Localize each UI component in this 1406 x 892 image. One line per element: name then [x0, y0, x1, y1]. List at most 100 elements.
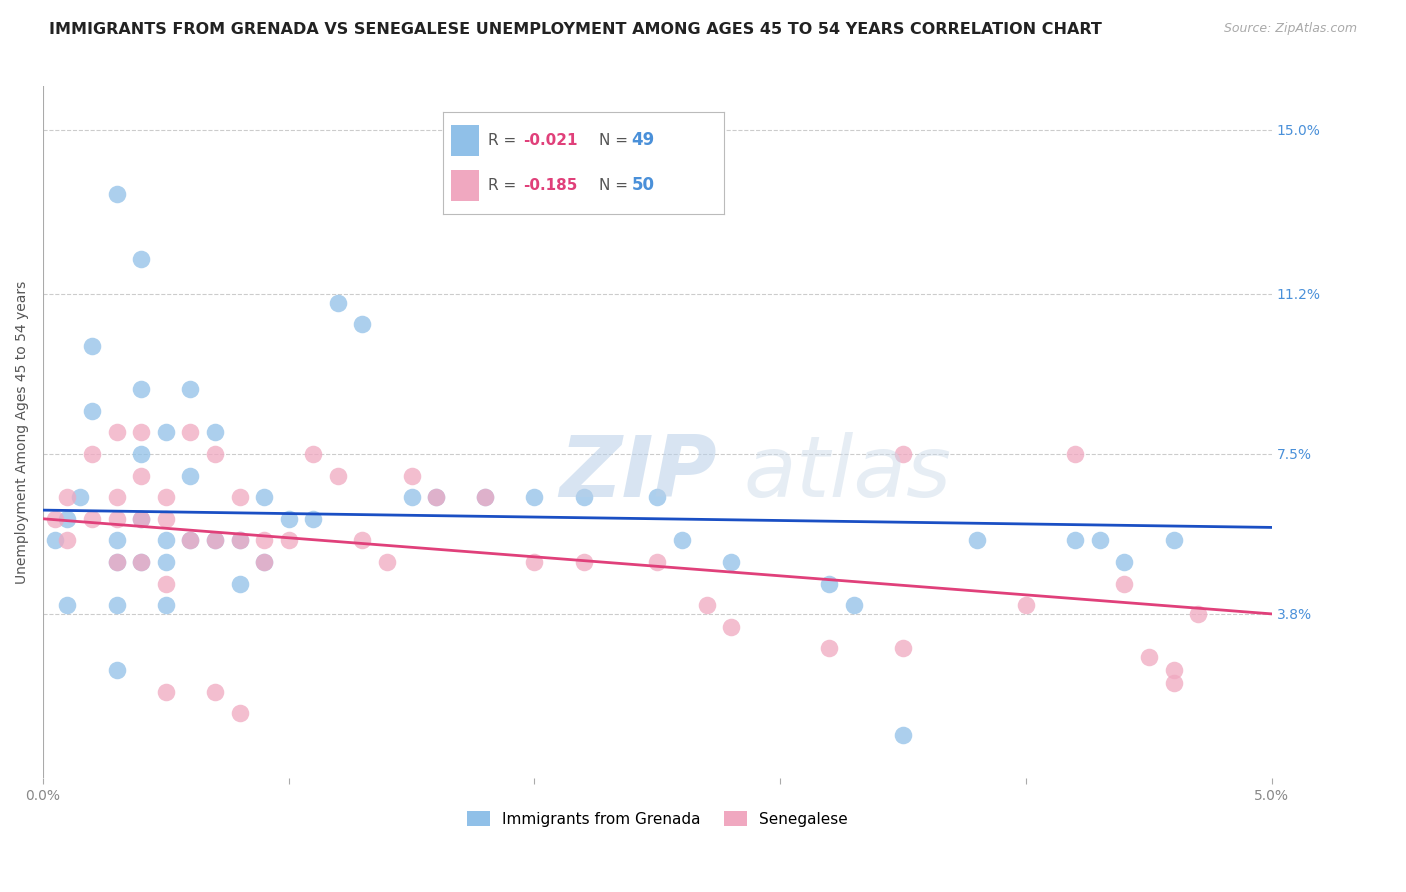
Point — [720, 555, 742, 569]
Y-axis label: Unemployment Among Ages 45 to 54 years: Unemployment Among Ages 45 to 54 years — [15, 281, 30, 584]
Point — [105, 663, 128, 677]
Point — [1187, 607, 1209, 621]
Point — [1114, 576, 1136, 591]
Point — [401, 490, 423, 504]
Point — [179, 533, 201, 548]
Point — [572, 490, 595, 504]
Point — [155, 576, 177, 591]
Point — [56, 533, 79, 548]
Legend: Immigrants from Grenada, Senegalese: Immigrants from Grenada, Senegalese — [461, 805, 853, 833]
Point — [352, 317, 374, 331]
Point — [523, 490, 546, 504]
Point — [204, 684, 226, 698]
Text: ZIP: ZIP — [560, 433, 717, 516]
Point — [179, 533, 201, 548]
Point — [155, 490, 177, 504]
Point — [891, 641, 914, 656]
Point — [44, 512, 66, 526]
Point — [818, 576, 841, 591]
Point — [105, 512, 128, 526]
Point — [891, 447, 914, 461]
Text: R =: R = — [488, 133, 522, 148]
Point — [204, 533, 226, 548]
Point — [155, 684, 177, 698]
Text: IMMIGRANTS FROM GRENADA VS SENEGALESE UNEMPLOYMENT AMONG AGES 45 TO 54 YEARS COR: IMMIGRANTS FROM GRENADA VS SENEGALESE UN… — [49, 22, 1102, 37]
Text: -0.185: -0.185 — [523, 178, 578, 193]
Point — [720, 620, 742, 634]
Bar — [451, 125, 479, 155]
Point — [228, 490, 250, 504]
Point — [129, 447, 152, 461]
Point — [966, 533, 988, 548]
Point — [228, 533, 250, 548]
Point — [105, 599, 128, 613]
Point — [69, 490, 91, 504]
Text: N =: N = — [599, 178, 633, 193]
Point — [129, 555, 152, 569]
Point — [1064, 447, 1087, 461]
Point — [326, 295, 349, 310]
Point — [1088, 533, 1111, 548]
Point — [80, 339, 103, 353]
Point — [253, 555, 276, 569]
Point — [474, 490, 496, 504]
Point — [671, 533, 693, 548]
Point — [129, 468, 152, 483]
Point — [302, 512, 325, 526]
Point — [155, 533, 177, 548]
Point — [1015, 599, 1038, 613]
Point — [326, 468, 349, 483]
Point — [204, 425, 226, 440]
Point — [129, 252, 152, 267]
Point — [1163, 663, 1185, 677]
Point — [523, 555, 546, 569]
Point — [228, 706, 250, 721]
Point — [253, 533, 276, 548]
Point — [179, 468, 201, 483]
Text: N =: N = — [599, 133, 633, 148]
Point — [105, 555, 128, 569]
Point — [155, 425, 177, 440]
Point — [253, 490, 276, 504]
Point — [129, 512, 152, 526]
Point — [155, 599, 177, 613]
Point — [572, 555, 595, 569]
Point — [56, 490, 79, 504]
Point — [179, 382, 201, 396]
Point — [80, 403, 103, 417]
Point — [302, 447, 325, 461]
Point — [1163, 676, 1185, 690]
Point — [44, 533, 66, 548]
Point — [647, 555, 669, 569]
Text: -0.021: -0.021 — [523, 133, 578, 148]
Point — [179, 425, 201, 440]
Point — [1137, 650, 1160, 665]
Point — [80, 512, 103, 526]
Point — [1064, 533, 1087, 548]
Point — [105, 555, 128, 569]
Point — [204, 533, 226, 548]
Point — [277, 533, 299, 548]
Point — [1163, 533, 1185, 548]
Point — [105, 187, 128, 202]
Point — [401, 468, 423, 483]
Point — [105, 490, 128, 504]
Point — [696, 599, 718, 613]
Point — [105, 533, 128, 548]
Point — [425, 490, 447, 504]
Point — [647, 490, 669, 504]
Point — [155, 555, 177, 569]
Text: Source: ZipAtlas.com: Source: ZipAtlas.com — [1223, 22, 1357, 36]
Text: 50: 50 — [631, 177, 654, 194]
Text: atlas: atlas — [744, 433, 952, 516]
Point — [80, 447, 103, 461]
Point — [56, 599, 79, 613]
Text: R =: R = — [488, 178, 522, 193]
Point — [105, 425, 128, 440]
Point — [891, 728, 914, 742]
Point — [204, 447, 226, 461]
Bar — [451, 170, 479, 201]
Point — [56, 512, 79, 526]
Point — [818, 641, 841, 656]
Point — [1114, 555, 1136, 569]
